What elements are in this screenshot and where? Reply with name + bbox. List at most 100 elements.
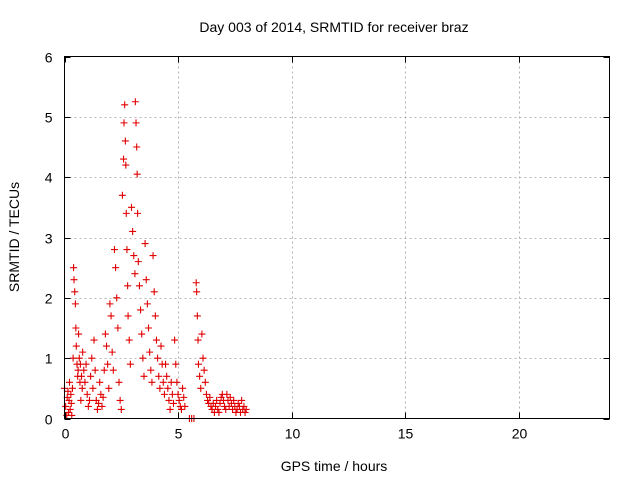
data-point — [104, 360, 112, 368]
data-point — [175, 396, 183, 404]
data-point — [230, 396, 238, 404]
data-point — [157, 342, 165, 350]
data-point — [193, 288, 201, 296]
data-point — [72, 342, 80, 350]
data-point — [96, 378, 104, 386]
data-point — [120, 155, 128, 163]
y-tick-label: 3 — [45, 231, 53, 247]
data-point — [122, 209, 130, 217]
data-point — [109, 366, 117, 374]
data-point — [155, 372, 163, 380]
data-point — [197, 384, 205, 392]
data-point — [135, 282, 143, 290]
data-point — [108, 348, 116, 356]
data-point — [113, 294, 121, 302]
data-point — [138, 330, 146, 338]
data-point — [173, 378, 181, 386]
data-point — [72, 324, 80, 332]
data-point — [141, 240, 149, 248]
data-point — [124, 282, 132, 290]
data-point — [66, 405, 74, 413]
data-point — [194, 360, 202, 368]
data-point — [84, 402, 92, 410]
data-point — [152, 336, 160, 344]
data-point — [206, 393, 214, 401]
axis-ticks: 0 5 10 15 20 0 1 2 3 4 5 6 — [45, 50, 610, 442]
data-point — [115, 378, 123, 386]
data-point — [120, 119, 128, 127]
y-tick-label: 2 — [45, 291, 53, 307]
data-point — [159, 378, 167, 386]
data-point — [134, 209, 142, 217]
data-point — [192, 279, 200, 287]
data-point — [118, 191, 126, 199]
data-point — [151, 312, 159, 320]
data-point — [194, 336, 202, 344]
data-point — [133, 170, 141, 178]
data-point — [69, 354, 77, 362]
x-tick-label: 5 — [175, 426, 183, 442]
data-point — [196, 372, 204, 380]
grid-layer — [64, 56, 610, 419]
data-point — [134, 258, 142, 266]
data-point — [162, 360, 170, 368]
data-points — [61, 98, 250, 422]
data-point — [116, 396, 124, 404]
data-point — [202, 390, 210, 398]
data-point — [172, 360, 180, 368]
data-point — [149, 252, 157, 260]
data-point — [164, 384, 172, 392]
data-point — [105, 384, 113, 392]
data-point — [146, 348, 154, 356]
data-point — [213, 396, 221, 404]
data-point — [242, 405, 250, 413]
data-point — [77, 396, 85, 404]
data-point — [87, 372, 95, 380]
data-point — [70, 264, 78, 272]
data-point — [121, 137, 129, 145]
data-point — [215, 408, 223, 416]
data-point — [165, 396, 173, 404]
data-point — [125, 336, 133, 344]
data-point — [83, 390, 91, 398]
data-point — [107, 312, 115, 320]
data-point — [156, 384, 164, 392]
data-point — [199, 354, 207, 362]
plot-frame — [64, 56, 610, 419]
data-point — [85, 396, 93, 404]
data-point — [200, 366, 208, 374]
y-tick-label: 5 — [45, 110, 53, 126]
data-point — [80, 366, 88, 374]
data-point — [160, 390, 168, 398]
x-tick-label: 0 — [62, 426, 70, 442]
data-point — [126, 360, 134, 368]
data-point — [132, 119, 140, 127]
data-point — [216, 399, 224, 407]
data-point — [88, 354, 96, 362]
y-tick-label: 4 — [45, 170, 53, 186]
data-point — [81, 378, 89, 386]
data-point — [67, 399, 75, 407]
data-point — [142, 276, 150, 284]
data-point — [106, 300, 114, 308]
data-point — [148, 378, 156, 386]
data-point — [103, 342, 111, 350]
x-tick-label: 20 — [512, 426, 528, 442]
data-point — [131, 98, 139, 106]
data-point — [78, 372, 86, 380]
data-point — [201, 378, 209, 386]
data-point — [65, 378, 73, 386]
y-tick-label: 0 — [45, 412, 53, 428]
data-point — [99, 393, 107, 401]
data-point — [121, 101, 129, 109]
data-point — [137, 306, 145, 314]
data-point — [129, 227, 137, 235]
data-point — [110, 246, 118, 254]
data-point — [101, 330, 109, 338]
data-point — [98, 402, 106, 410]
data-point — [223, 390, 231, 398]
data-point — [226, 393, 234, 401]
data-point — [127, 203, 135, 211]
data-point — [62, 402, 70, 410]
data-point — [181, 402, 189, 410]
